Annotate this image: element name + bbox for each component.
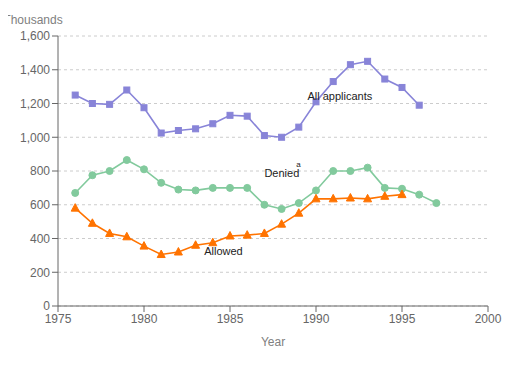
svg-text:1,000: 1,000	[20, 131, 50, 145]
svg-text:600: 600	[30, 198, 50, 212]
svg-text:800: 800	[30, 164, 50, 178]
svg-text:a: a	[296, 160, 301, 169]
svg-text:2000: 2000	[475, 312, 502, 326]
svg-text:400: 400	[30, 232, 50, 246]
svg-text:All applicants: All applicants	[307, 90, 372, 102]
svg-text:1975: 1975	[45, 312, 72, 326]
svg-text:1,400: 1,400	[20, 63, 50, 77]
svg-text:1,600: 1,600	[20, 29, 50, 43]
svg-text:0: 0	[43, 299, 50, 313]
svg-text:Denied: Denied	[264, 167, 299, 179]
svg-text:Year: Year	[261, 335, 285, 349]
svg-text:1985: 1985	[217, 312, 244, 326]
svg-text:1980: 1980	[131, 312, 158, 326]
svg-text:1995: 1995	[389, 312, 416, 326]
svg-text:1,200: 1,200	[20, 97, 50, 111]
svg-text:1990: 1990	[303, 312, 330, 326]
svg-text:200: 200	[30, 266, 50, 280]
svg-text:Allowed: Allowed	[204, 245, 243, 257]
svg-text:Thousands: Thousands	[8, 13, 63, 27]
